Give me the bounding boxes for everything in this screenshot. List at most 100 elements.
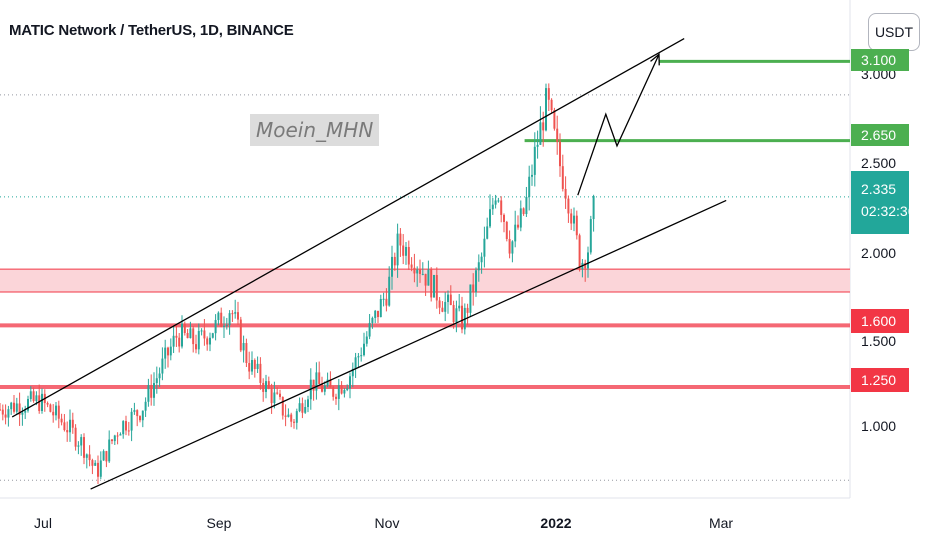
candle-up: [427, 269, 430, 286]
candle-up: [545, 88, 547, 131]
candle-up: [41, 393, 43, 412]
candle-down: [559, 141, 561, 167]
candle-up: [592, 196, 595, 220]
candle-down: [105, 451, 108, 462]
candle-up: [494, 200, 497, 205]
candle-up: [528, 176, 531, 197]
candle-up: [326, 379, 329, 386]
candle-down: [503, 214, 505, 222]
currency-button[interactable]: USDT: [868, 13, 920, 51]
candle-up: [315, 372, 318, 391]
candle-down: [71, 419, 74, 428]
candle-down: [111, 439, 113, 442]
candle-up: [287, 414, 290, 417]
candle-down: [88, 454, 91, 461]
candle-down: [508, 238, 511, 254]
candle-down: [239, 319, 242, 351]
candle-up: [382, 298, 385, 300]
candle-up: [77, 445, 80, 447]
candle-up: [477, 262, 480, 271]
watermark-label: Moein_MHN: [250, 114, 380, 146]
candle-up: [133, 410, 136, 412]
candle-down: [150, 385, 153, 398]
candle-up: [197, 331, 200, 350]
candle-down: [139, 416, 141, 421]
candle-down: [377, 310, 379, 318]
candle-down: [500, 200, 503, 215]
candle-up: [211, 333, 214, 338]
candle-down: [97, 462, 99, 477]
candle-down: [237, 312, 239, 320]
candle-up: [519, 208, 522, 228]
x-tick-label: Sep: [206, 515, 232, 531]
candle-up: [587, 252, 589, 269]
candle-up: [113, 435, 116, 442]
candle-up: [371, 317, 374, 323]
candle-down: [195, 344, 197, 350]
channel-line-lower: [90, 199, 727, 490]
candle-down: [584, 262, 587, 269]
candle-up: [189, 328, 192, 339]
candle-down: [52, 411, 55, 416]
candle-down: [178, 337, 181, 347]
candle-up: [144, 401, 147, 411]
candle-down: [290, 414, 293, 422]
level-tag-2650: 2.650: [851, 124, 909, 146]
candle-down: [567, 198, 570, 214]
candle-up: [416, 269, 419, 274]
candle-down: [183, 323, 186, 334]
level-tag-1250: 1.250: [851, 368, 909, 392]
candle-up: [480, 256, 483, 263]
candle-down: [276, 392, 279, 394]
candle-down: [206, 338, 209, 345]
candle-up: [483, 238, 486, 257]
candle-up: [486, 226, 489, 239]
candle-up: [35, 395, 38, 402]
y-tick-label: 2.500: [861, 155, 897, 171]
candle-up: [141, 410, 144, 421]
candle-down: [203, 330, 206, 339]
candle-down: [186, 333, 189, 339]
candle-up: [533, 146, 536, 175]
candle-up: [108, 439, 111, 462]
candle-up: [164, 347, 167, 359]
candle-down: [385, 298, 388, 306]
x-tick-label: Mar: [708, 515, 734, 531]
candle-up: [251, 360, 253, 372]
candle-down: [402, 245, 405, 256]
candle-up: [298, 403, 301, 412]
candle-down: [18, 403, 21, 415]
candle-up: [217, 312, 220, 321]
candle-up: [368, 322, 371, 337]
candle-up: [354, 357, 357, 369]
candle-up: [242, 343, 245, 351]
candle-up: [99, 460, 102, 477]
candle-up: [85, 454, 88, 458]
candle-down: [556, 128, 559, 142]
candle-down: [329, 379, 332, 388]
candle-down: [550, 99, 553, 111]
candle-down: [167, 347, 169, 356]
candle-down: [74, 427, 77, 447]
price-axis-panel[interactable]: [850, 0, 932, 550]
candle-down: [281, 396, 284, 416]
candle-up: [295, 411, 298, 423]
candle-down: [393, 256, 396, 266]
candle-up: [21, 412, 24, 415]
candle-up: [122, 421, 125, 435]
candle-down: [267, 381, 270, 389]
current-price-value: 2.335: [861, 181, 897, 197]
candle-down: [553, 110, 556, 129]
candle-up: [433, 275, 435, 298]
candle-down: [262, 382, 265, 392]
candle-up: [15, 403, 18, 412]
projection-arrowhead: [650, 53, 660, 66]
candle-up: [161, 358, 164, 374]
candle-up: [158, 373, 161, 379]
candle-down: [438, 300, 441, 308]
candle-up: [589, 219, 592, 253]
candle-up: [405, 246, 407, 256]
candle-up: [447, 294, 449, 302]
candle-down: [220, 312, 223, 327]
